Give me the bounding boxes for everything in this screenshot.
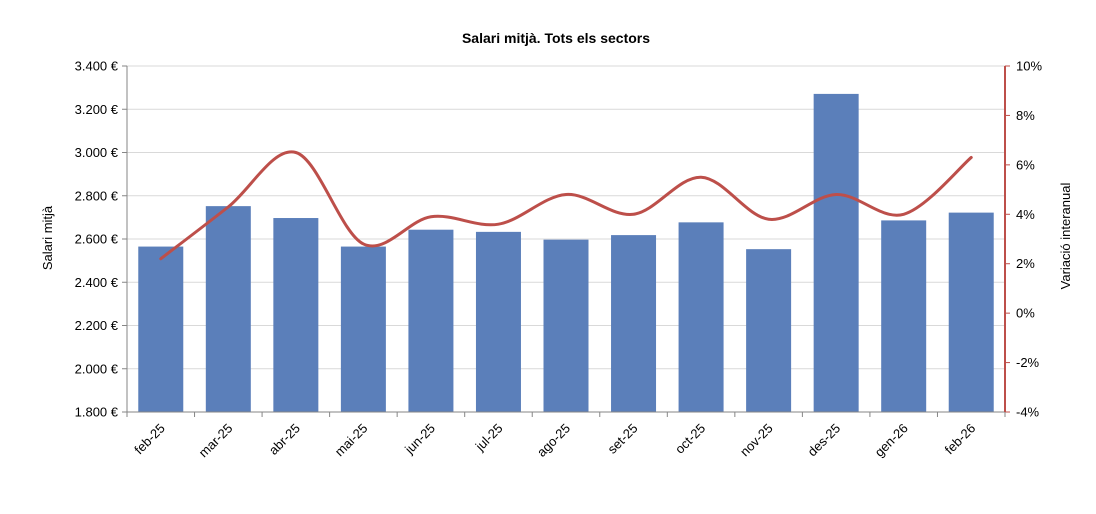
x-tick-label: jun-25 [401,421,438,458]
x-tick-label: ago-25 [534,421,573,460]
x-tick-label: nov-25 [737,421,776,460]
bar [205,206,251,412]
y-axis-label: Salari mitjà [40,205,55,270]
x-tick-label: abr-25 [266,421,303,458]
bar [746,249,792,412]
bar [543,239,589,412]
x-tick-label: oct-25 [672,421,708,457]
line-series [159,150,973,261]
chart-title: Salari mitjà. Tots els sectors [461,30,651,46]
x-tick-label: set-25 [604,421,640,457]
y2-tick-label: -4% [1016,405,1040,420]
bar [813,93,859,413]
x-tick-label: jul-25 [472,421,506,455]
bar [340,246,386,412]
y2-axis-label: Variació interanual [1058,183,1073,290]
bar-series [138,93,994,413]
y2-tick-label: 8% [1016,108,1035,123]
y-tick-label: 3.000 € [75,145,119,160]
y-tick-label: 2.800 € [75,188,119,203]
line-series-path [159,150,973,261]
bar [273,218,319,412]
y2-tick-label: 6% [1016,157,1035,172]
x-tick-label: feb-25 [131,421,168,458]
x-tick-label: des-25 [805,421,844,460]
bar [138,246,184,412]
x-tick-label: mai-25 [332,421,371,460]
bar [948,212,994,412]
bar [408,229,454,412]
x-tick-label: gen-26 [872,421,911,460]
y-tick-label: 2.200 € [75,318,119,333]
y-tick-label: 2.600 € [75,232,119,247]
y2-tick-label: 2% [1016,256,1035,271]
y2-tick-label: 4% [1016,207,1035,222]
bar [881,220,927,412]
y-tick-label: 3.400 € [75,59,119,74]
x-tick-label: feb-26 [942,421,979,458]
y2-tick-label: 0% [1016,306,1035,321]
bar [678,222,724,412]
y-tick-label: 3.200 € [75,102,119,117]
x-tick-label: mar-25 [196,421,236,461]
y2-tick-label: -2% [1016,355,1040,370]
y-tick-label: 1.800 € [75,405,119,420]
y-tick-label: 2.000 € [75,361,119,376]
bar [475,231,521,412]
y-tick-label: 2.400 € [75,275,119,290]
y2-tick-label: 10% [1016,59,1042,74]
bar [611,235,657,412]
